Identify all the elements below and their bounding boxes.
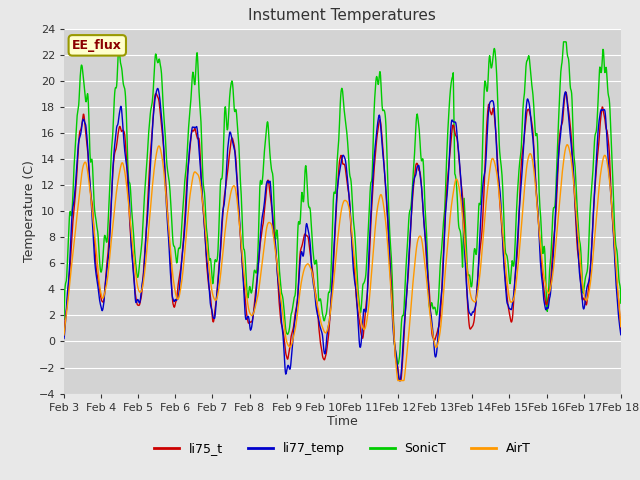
AirT [429,333,437,339]
li75_t [429,335,437,340]
AirT [246,311,254,316]
li77_temp [246,327,254,333]
AirT [170,283,178,289]
Line: li77_temp: li77_temp [64,88,621,381]
SonicT [551,202,559,208]
SonicT [560,39,568,45]
AirT [502,267,509,273]
Y-axis label: Temperature (C): Temperature (C) [22,160,36,262]
SonicT [184,138,191,144]
AirT [564,142,572,147]
SonicT [170,243,178,249]
AirT [394,378,402,384]
AirT [551,250,559,256]
li77_temp [396,378,403,384]
li75_t [246,319,254,325]
li75_t [60,331,68,337]
SonicT [246,285,254,290]
li75_t [502,282,509,288]
Title: Instument Temperatures: Instument Temperatures [248,9,436,24]
li77_temp [184,165,192,170]
li77_temp [154,85,161,91]
li75_t [551,222,559,228]
li75_t [562,89,570,95]
SonicT [60,316,68,322]
li77_temp [552,212,559,217]
li75_t [617,327,625,333]
SonicT [502,251,509,257]
li75_t [396,378,403,384]
SonicT [394,361,402,367]
li77_temp [429,336,437,342]
li75_t [184,167,191,172]
li77_temp [171,298,179,304]
Line: li75_t: li75_t [64,92,621,381]
SonicT [617,300,625,306]
AirT [184,213,191,219]
li77_temp [502,293,510,299]
X-axis label: Time: Time [327,415,358,429]
SonicT [429,306,437,312]
AirT [617,324,625,329]
li75_t [170,304,178,310]
Line: AirT: AirT [64,144,621,381]
Text: EE_flux: EE_flux [72,39,122,52]
Line: SonicT: SonicT [64,42,621,364]
Legend: li75_t, li77_temp, SonicT, AirT: li75_t, li77_temp, SonicT, AirT [148,437,536,460]
li77_temp [60,336,68,341]
li77_temp [617,332,625,337]
AirT [60,332,68,338]
